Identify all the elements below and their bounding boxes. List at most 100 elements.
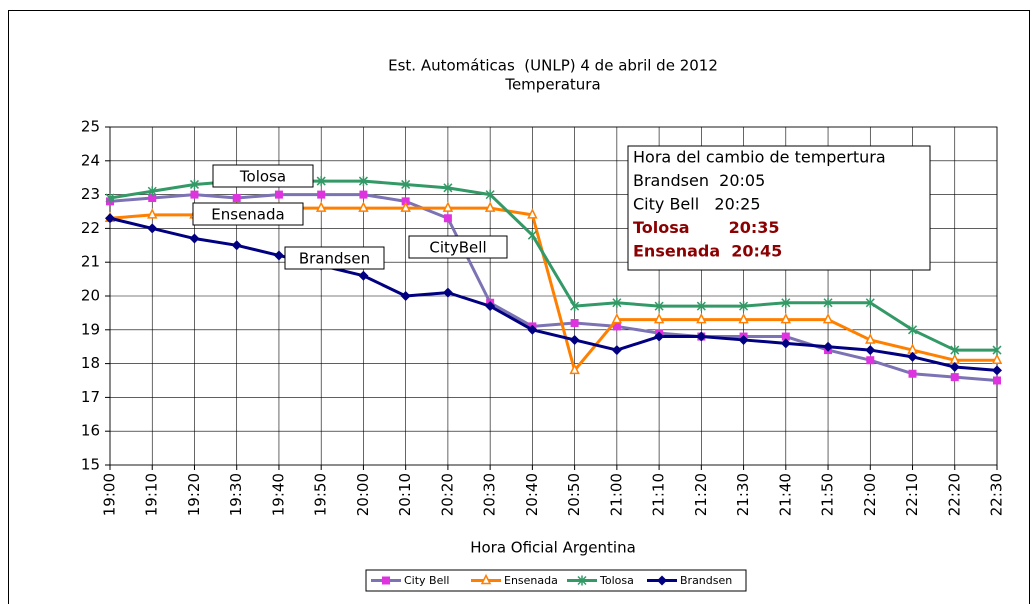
y-tick-label: 18 (81, 354, 100, 372)
marker (780, 338, 791, 349)
marker (315, 201, 327, 212)
chart-subtitle: Temperatura (504, 76, 600, 94)
info-box (627, 145, 931, 271)
annotation-text: CityBell (429, 239, 486, 257)
marker (527, 230, 537, 241)
chart-title: Est. Automáticas (UNLP) 4 de abril de 20… (388, 57, 718, 75)
marker (105, 213, 115, 224)
x-tick-label: 22:10 (903, 473, 921, 516)
info-line: Tolosa 20:35 (633, 218, 780, 237)
marker (400, 201, 411, 212)
marker (738, 334, 749, 345)
marker (908, 369, 917, 378)
y-tick-label: 24 (81, 151, 100, 169)
marker (484, 201, 496, 212)
info-line: City Bell 20:25 (633, 195, 761, 214)
marker (823, 341, 834, 352)
series-line (109, 216, 998, 372)
marker (105, 192, 115, 203)
marker (400, 291, 411, 301)
marker (148, 193, 157, 202)
marker (358, 270, 369, 281)
marker (612, 322, 621, 331)
marker (443, 182, 453, 193)
marker (739, 301, 749, 312)
marker (822, 312, 834, 324)
marker (611, 345, 622, 356)
x-tick-label: 21:10 (650, 473, 668, 516)
x-tick-label: 19:10 (143, 473, 161, 516)
marker (147, 208, 158, 219)
chart-frame (8, 10, 1030, 604)
x-tick-label: 19:20 (185, 473, 203, 516)
marker (232, 193, 241, 202)
marker (570, 319, 579, 328)
x-tick-label: 22:20 (945, 473, 963, 516)
x-tick-label: 20:40 (523, 473, 541, 516)
marker (993, 376, 1001, 385)
series-line (109, 193, 998, 382)
info-line: Ensenada 20:45 (633, 242, 782, 261)
marker (382, 576, 390, 585)
x-tick-label: 20:00 (354, 473, 372, 516)
legend-label: City Bell (404, 574, 449, 587)
marker (147, 223, 158, 234)
y-tick-label: 19 (81, 320, 100, 338)
x-tick-label: 20:10 (396, 473, 414, 516)
marker (317, 190, 326, 199)
marker (654, 331, 665, 342)
marker (480, 573, 492, 585)
y-tick-label: 17 (81, 388, 100, 406)
x-tick-label: 21:30 (734, 473, 752, 516)
marker (780, 312, 792, 324)
marker (950, 373, 959, 382)
annotation-box (192, 202, 304, 226)
marker (865, 345, 876, 356)
x-tick-label: 20:20 (438, 473, 456, 516)
legend-box (365, 569, 747, 592)
annotation-box (284, 246, 385, 270)
marker (485, 301, 496, 312)
marker (612, 297, 622, 308)
x-tick-label: 21:20 (692, 473, 710, 516)
marker (865, 333, 876, 344)
annotation-text: Tolosa (239, 168, 286, 186)
x-axis-label: Hora Oficial Argentina (470, 539, 636, 557)
marker (949, 361, 960, 372)
marker (992, 365, 1002, 376)
marker (570, 301, 580, 312)
x-tick-label: 20:50 (565, 473, 583, 516)
marker (696, 331, 707, 342)
x-tick-label: 19:30 (227, 473, 245, 516)
marker (865, 297, 875, 308)
marker (527, 324, 538, 335)
marker (358, 176, 368, 187)
legend-label: Tolosa (599, 574, 634, 587)
annotation-box (408, 235, 508, 259)
marker (611, 312, 623, 324)
y-tick-label: 15 (81, 456, 100, 474)
marker (358, 201, 369, 212)
marker (569, 334, 580, 345)
marker (147, 186, 157, 197)
marker (190, 190, 199, 199)
marker (442, 287, 453, 298)
marker (823, 297, 833, 308)
marker (866, 356, 875, 365)
marker (992, 345, 1002, 356)
x-tick-label: 19:40 (269, 473, 287, 516)
marker (527, 208, 538, 219)
y-tick-label: 22 (81, 219, 100, 237)
marker (401, 179, 411, 190)
marker (657, 575, 667, 586)
marker (950, 345, 960, 356)
legend-label: Ensenada (504, 574, 558, 587)
legend-label: Brandsen (680, 574, 732, 587)
annotation-box (212, 164, 314, 188)
marker (359, 190, 368, 199)
marker (907, 324, 918, 335)
marker (485, 189, 495, 200)
y-tick-label: 20 (81, 287, 100, 305)
marker (781, 332, 790, 341)
